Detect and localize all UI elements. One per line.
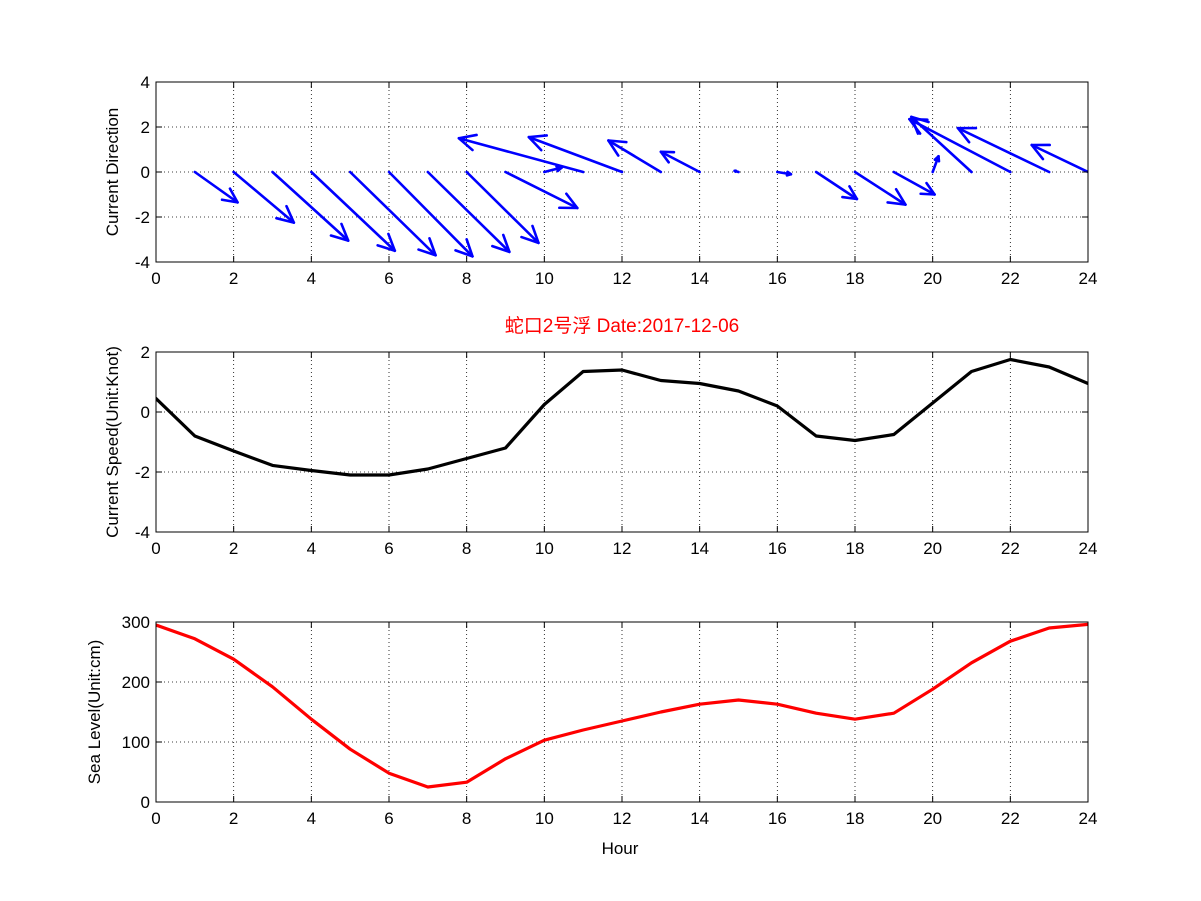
current-arrow <box>426 170 511 254</box>
current-arrow <box>465 170 540 245</box>
y-tick-label: -2 <box>135 463 150 482</box>
x-tick-label: 14 <box>690 809 709 828</box>
current-arrow <box>457 133 585 174</box>
current-arrow <box>310 170 397 253</box>
x-tick-label: 22 <box>1001 269 1020 288</box>
current-arrow <box>527 134 624 174</box>
x-tick-label: 10 <box>535 809 554 828</box>
y-tick-label: -4 <box>135 523 150 542</box>
x-tick-label: 16 <box>768 539 787 558</box>
plot-area <box>156 622 1088 802</box>
current-arrow <box>387 170 474 258</box>
x-tick-label: 6 <box>384 809 393 828</box>
ticks: 0 2 4 6 8 10 12 14 16 18 20 22 24-4-202 <box>135 343 1098 558</box>
x-tick-label: 24 <box>1079 539 1098 558</box>
grid <box>156 352 1088 532</box>
y-tick-label: 200 <box>122 673 150 692</box>
x-tick-label: 8 <box>462 809 471 828</box>
current-arrow <box>892 170 936 196</box>
current-arrow <box>232 170 296 224</box>
current-arrow <box>776 170 793 177</box>
x-tick-label: 10 <box>535 539 554 558</box>
x-tick-label: 22 <box>1001 539 1020 558</box>
x-tick-label: 2 <box>229 269 238 288</box>
current-arrow <box>931 154 941 174</box>
y-tick-label: 0 <box>141 403 150 422</box>
x-tick-label: 4 <box>307 809 316 828</box>
y-tick-label: 300 <box>122 613 150 632</box>
x-tick-label: 4 <box>307 269 316 288</box>
x-tick-label: 0 <box>151 269 160 288</box>
y-tick-label: -2 <box>135 208 150 227</box>
y-tick-label: 0 <box>141 793 150 812</box>
y-tick-label: 2 <box>141 118 150 137</box>
x-tick-label: 6 <box>384 539 393 558</box>
x-tick-label: 22 <box>1001 809 1020 828</box>
x-tick-label: 18 <box>846 539 865 558</box>
current-arrow <box>193 170 239 204</box>
plot-area <box>156 352 1088 532</box>
current-arrow <box>1030 143 1088 174</box>
x-tick-label: 0 <box>151 539 160 558</box>
x-tick-label: 18 <box>846 809 865 828</box>
x-tick-label: 6 <box>384 269 393 288</box>
speed-line <box>156 357 1088 477</box>
y-axis-label: Sea Level(Unit:cm) <box>85 640 104 785</box>
series-line <box>156 357 1088 477</box>
y-axis-label: Current Speed(Unit:Knot) <box>103 346 122 538</box>
y-tick-label: 4 <box>141 73 150 92</box>
current-arrow <box>607 139 663 174</box>
x-tick-label: 24 <box>1079 269 1098 288</box>
current-speed-plot: 0 2 4 6 8 10 12 14 16 18 20 22 24-4-202 Current Spee… <box>103 343 1097 558</box>
x-tick-label: 14 <box>690 539 709 558</box>
x-tick-label: 8 <box>462 539 471 558</box>
current-arrow <box>814 170 859 201</box>
current-arrow <box>271 170 350 242</box>
x-tick-label: 0 <box>151 809 160 828</box>
x-tick-label: 18 <box>846 269 865 288</box>
x-tick-label: 8 <box>462 269 471 288</box>
x-tick-label: 16 <box>768 809 787 828</box>
y-tick-label: 100 <box>122 733 150 752</box>
grid <box>156 622 1088 802</box>
current-arrow <box>659 150 701 174</box>
current-arrow <box>853 170 907 206</box>
x-tick-label: 4 <box>307 539 316 558</box>
x-tick-label: 16 <box>768 269 787 288</box>
y-tick-label: 0 <box>141 163 150 182</box>
series-line <box>156 622 1088 789</box>
current-arrow <box>733 169 740 174</box>
sea-level-line <box>156 622 1088 789</box>
x-tick-label: 20 <box>923 539 942 558</box>
x-axis-label: Hour <box>602 839 639 858</box>
x-tick-label: 12 <box>613 269 632 288</box>
y-tick-label: -4 <box>135 253 150 272</box>
x-tick-label: 24 <box>1079 809 1098 828</box>
x-tick-label: 12 <box>613 809 632 828</box>
y-tick-label: 2 <box>141 343 150 362</box>
x-tick-label: 12 <box>613 539 632 558</box>
x-tick-label: 2 <box>229 539 238 558</box>
arrows <box>193 115 1088 258</box>
x-tick-label: 14 <box>690 269 709 288</box>
x-tick-label: 20 <box>923 809 942 828</box>
x-tick-label: 20 <box>923 269 942 288</box>
chart-title: 蛇口2号浮 Date:2017-12-06 <box>505 315 739 337</box>
x-tick-label: 10 <box>535 269 554 288</box>
current-arrow <box>348 170 437 257</box>
current-arrow <box>956 126 1051 174</box>
x-tick-label: 2 <box>229 809 238 828</box>
y-axis-label: Current Direction <box>103 108 122 237</box>
current-arrow <box>504 170 579 210</box>
current-arrow <box>908 117 1012 174</box>
